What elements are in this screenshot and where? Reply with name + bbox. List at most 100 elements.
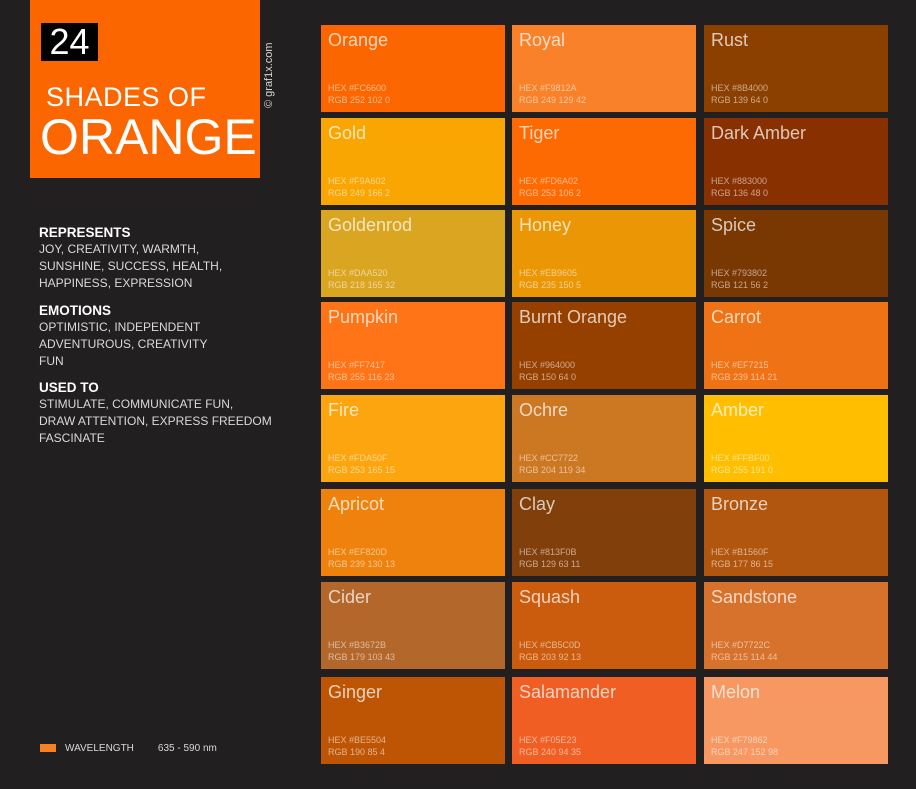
swatch-hex: HEX #BE5504 [328, 735, 387, 745]
swatch-hex: HEX #883000 [711, 176, 768, 186]
swatch-fire: Fire HEX #FDA50F RGB 253 165 15 [321, 395, 505, 482]
swatch-name: Sandstone [711, 587, 798, 607]
swatch-name: Pumpkin [328, 307, 399, 327]
wavelength-range: 635 - 590 nm [157, 743, 217, 754]
emotions-heading: EMOTIONS [39, 303, 112, 318]
wavelength-swatch [40, 744, 56, 753]
swatch-ginger: Ginger HEX #BE5504 RGB 190 85 4 [321, 677, 505, 764]
swatch-name: Amber [711, 400, 765, 420]
swatch-hex: HEX #DAA520 [328, 268, 388, 278]
represents-section: REPRESENTS JOY, CREATIVITY, WARMTH, SUNS… [39, 224, 222, 292]
swatch-rgb: RGB 252 102 0 [328, 95, 391, 105]
swatch-name: Bronze [711, 494, 769, 514]
used-to-line: FASCINATE [39, 431, 105, 445]
swatch-hex: HEX #D7722C [711, 640, 771, 650]
swatch-hex: HEX #F9A602 [328, 176, 386, 186]
swatch-hex: HEX #964000 [519, 360, 576, 370]
swatch-rgb: RGB 129 63 11 [519, 559, 581, 569]
swatch-name: Melon [711, 682, 761, 702]
swatch-squash: Squash HEX #CB5C0D RGB 203 92 13 [512, 582, 696, 669]
swatch-clay: Clay HEX #813F0B RGB 129 63 11 [512, 489, 696, 576]
swatch-hex: HEX #FFBF00 [711, 453, 770, 463]
swatch-name: Dark Amber [711, 123, 807, 143]
emotions-line: OPTIMISTIC, INDEPENDENT [39, 320, 201, 334]
swatch-hex: HEX #B1560F [711, 547, 769, 557]
swatch-hex: HEX #8B4000 [711, 83, 769, 93]
represents-line: HAPPINESS, EXPRESSION [39, 276, 193, 290]
swatch-name: Honey [519, 215, 572, 235]
swatch-goldenrod: Goldenrod HEX #DAA520 RGB 218 165 32 [321, 210, 505, 297]
swatch-name: Carrot [711, 307, 762, 327]
swatch-name: Spice [711, 215, 757, 235]
swatch-rgb: RGB 255 191 0 [711, 465, 774, 475]
swatch-name: Tiger [519, 123, 560, 143]
swatch-apricot: Apricot HEX #EF820D RGB 239 130 13 [321, 489, 505, 576]
swatch-spice: Spice HEX #793802 RGB 121 56 2 [704, 210, 888, 297]
swatch-rgb: RGB 235 150 5 [519, 280, 582, 290]
swatch-name: Orange [328, 30, 389, 50]
swatch-rgb: RGB 215 114 44 [711, 652, 778, 662]
swatch-rgb: RGB 247 152 98 [711, 747, 779, 757]
swatch-name: Royal [519, 30, 566, 50]
swatch-rgb: RGB 249 166 2 [328, 188, 391, 198]
swatch-rgb: RGB 136 48 0 [711, 188, 769, 198]
wavelength-label: WAVELENGTH [65, 743, 134, 754]
swatch-name: Squash [519, 587, 581, 607]
emotions-line: ADVENTUROUS, CREATIVITY [39, 337, 208, 351]
swatch-name: Burnt Orange [519, 307, 628, 327]
swatch-name: Clay [519, 494, 556, 514]
swatch-tiger: Tiger HEX #FD6A02 RGB 253 106 2 [512, 118, 696, 205]
used-to-section: USED TO STIMULATE, COMMUNICATE FUN, DRAW… [39, 379, 272, 447]
swatch-melon: Melon HEX #F79862 RGB 247 152 98 [704, 677, 888, 764]
swatch-amber: Amber HEX #FFBF00 RGB 255 191 0 [704, 395, 888, 482]
used-to-line: DRAW ATTENTION, EXPRESS FREEDOM [39, 414, 272, 428]
swatch-dark-amber: Dark Amber HEX #883000 RGB 136 48 0 [704, 118, 888, 205]
swatch-honey: Honey HEX #EB9605 RGB 235 150 5 [512, 210, 696, 297]
swatch-hex: HEX #B3672B [328, 640, 387, 650]
swatch-rust: Rust HEX #8B4000 RGB 139 64 0 [704, 25, 888, 112]
swatch-name: Ochre [519, 400, 569, 420]
swatch-rgb: RGB 239 114 21 [711, 372, 778, 382]
swatch-hex: HEX #EB9605 [519, 268, 578, 278]
swatch-hex: HEX #F05E23 [519, 735, 577, 745]
represents-heading: REPRESENTS [39, 225, 131, 240]
count-badge: 24 [41, 23, 98, 61]
swatch-carrot: Carrot HEX #EF7215 RGB 239 114 21 [704, 302, 888, 389]
emotions-section: EMOTIONS OPTIMISTIC, INDEPENDENT ADVENTU… [39, 302, 207, 370]
swatch-gold: Gold HEX #F9A602 RGB 249 166 2 [321, 118, 505, 205]
swatch-hex: HEX #F79862 [711, 735, 768, 745]
swatch-hex: HEX #EF820D [328, 547, 388, 557]
swatch-name: Gold [328, 123, 367, 143]
swatch-royal: Royal HEX #F9812A RGB 249 129 42 [512, 25, 696, 112]
title-line-2: ORANGE [40, 109, 257, 165]
swatch-name: Rust [711, 30, 749, 50]
represents-line: SUNSHINE, SUCCESS, HEALTH, [39, 259, 223, 273]
swatch-name: Cider [328, 587, 372, 607]
swatch-cider: Cider HEX #B3672B RGB 179 103 43 [321, 582, 505, 669]
swatch-rgb: RGB 139 64 0 [711, 95, 769, 105]
swatch-hex: HEX #FDA50F [328, 453, 388, 463]
emotions-line: FUN [39, 354, 64, 368]
swatch-hex: HEX #813F0B [519, 547, 577, 557]
used-to-line: STIMULATE, COMMUNICATE FUN, [39, 397, 234, 411]
swatch-sandstone: Sandstone HEX #D7722C RGB 215 114 44 [704, 582, 888, 669]
swatch-hex: HEX #EF7215 [711, 360, 769, 370]
swatch-hex: HEX #FD6A02 [519, 176, 579, 186]
swatch-orange: Orange HEX #FC6600 RGB 252 102 0 [321, 25, 505, 112]
swatch-hex: HEX #FF7417 [328, 360, 386, 370]
swatch-hex: HEX #793802 [711, 268, 768, 278]
represents-line: JOY, CREATIVITY, WARMTH, [39, 242, 200, 256]
swatch-burnt-orange: Burnt Orange HEX #964000 RGB 150 64 0 [512, 302, 696, 389]
swatch-rgb: RGB 150 64 0 [519, 372, 577, 382]
swatch-ochre: Ochre HEX #CC7722 RGB 204 119 34 [512, 395, 696, 482]
swatch-rgb: RGB 249 129 42 [519, 95, 587, 105]
used-to-heading: USED TO [39, 380, 99, 395]
swatch-pumpkin: Pumpkin HEX #FF7417 RGB 255 116 23 [321, 302, 505, 389]
swatch-hex: HEX #FC6600 [328, 83, 387, 93]
title-line-1: SHADES OF [46, 82, 207, 112]
swatch-name: Ginger [328, 682, 383, 702]
swatch-rgb: RGB 255 116 23 [328, 372, 395, 382]
swatch-hex: HEX #F9812A [519, 83, 577, 93]
swatch-name: Salamander [519, 682, 617, 702]
swatch-rgb: RGB 203 92 13 [519, 652, 582, 662]
